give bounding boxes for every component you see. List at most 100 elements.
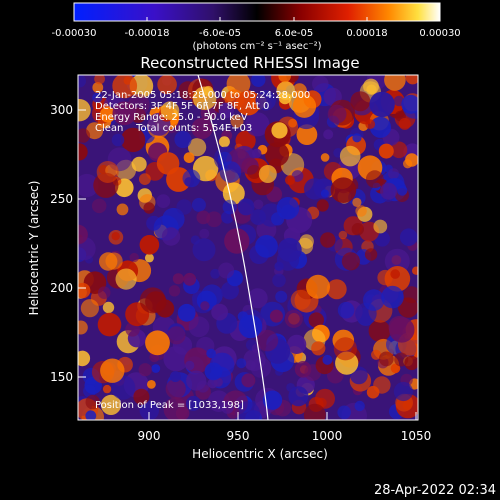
image-texture-blob	[278, 75, 291, 83]
image-texture-blob	[365, 170, 384, 189]
image-texture-blob	[80, 299, 99, 318]
x-tick-label: 950	[227, 429, 250, 443]
image-texture-blob	[393, 381, 413, 402]
image-texture-blob	[366, 385, 380, 399]
image-texture-blob	[341, 252, 360, 271]
image-texture-blob	[403, 286, 418, 304]
image-texture-blob	[327, 104, 347, 124]
image-texture-blob	[368, 320, 391, 342]
y-axis-ticks	[78, 109, 86, 378]
image-texture-blob	[99, 106, 116, 123]
image-texture-blob	[337, 301, 355, 319]
image-texture-blob	[184, 177, 194, 187]
image-texture-blob	[183, 152, 195, 164]
image-texture-blob	[97, 286, 111, 300]
image-texture-blob	[165, 378, 186, 399]
image-texture-blob	[365, 119, 376, 129]
image-texture-blob	[251, 148, 262, 159]
image-texture-blob	[160, 101, 180, 120]
image-texture-blob	[210, 268, 221, 279]
x-axis-ticks	[148, 412, 417, 420]
image-texture-blob	[129, 252, 139, 263]
image-texture-blob	[405, 75, 418, 85]
image-texture-blob	[201, 284, 223, 307]
image-texture-blob	[264, 142, 290, 167]
image-texture-blob	[287, 334, 307, 354]
image-texture-blob	[292, 83, 307, 98]
image-texture-blob	[235, 90, 261, 116]
image-texture-blob	[303, 403, 326, 420]
image-texture-blob	[192, 238, 216, 262]
image-texture-blob	[245, 112, 270, 137]
image-texture-blob	[183, 272, 197, 286]
image-texture-blob	[311, 341, 326, 356]
image-texture-blob	[138, 363, 152, 377]
solar-limb-line	[197, 75, 269, 420]
image-texture-blob	[167, 326, 186, 345]
image-texture-blob	[86, 122, 104, 140]
image-texture-blob	[96, 161, 119, 183]
image-texture-blob	[221, 401, 234, 414]
image-texture-blob	[143, 202, 155, 214]
image-texture-blob	[206, 348, 216, 359]
y-tick-label: 250	[50, 192, 73, 206]
image-texture-blob	[116, 203, 129, 216]
image-texture-blob	[381, 285, 404, 309]
image-texture-blob	[163, 346, 189, 372]
image-texture-blob	[308, 312, 324, 328]
image-texture-blob	[241, 373, 256, 388]
image-texture-blob	[247, 288, 268, 309]
image-texture-blob	[156, 194, 171, 209]
image-texture-blob	[401, 94, 418, 114]
x-tick-label: 1000	[312, 429, 343, 443]
image-texture-blob	[102, 301, 115, 314]
image-texture-blob	[115, 268, 137, 290]
colorbar-tick-label: -6.0e-05	[199, 28, 241, 39]
image-texture-blob	[92, 92, 103, 103]
image-texture-blob	[304, 178, 326, 200]
image-texture-blob	[243, 348, 266, 371]
x-tick-label: 1050	[401, 429, 432, 443]
colorbar-ticks	[73, 17, 441, 21]
image-texture-blob	[218, 102, 234, 119]
image-texture-blob	[247, 165, 262, 179]
image-texture-blob	[218, 136, 230, 148]
image-texture-blob	[378, 351, 394, 367]
image-texture-blob	[120, 127, 146, 153]
rhessi-image	[78, 75, 418, 420]
colorbar-tick-label: 0.00018	[346, 28, 387, 39]
annotation-energy: Energy Range: 25.0 - 50.0 keV	[95, 112, 248, 123]
image-texture-blob	[350, 91, 371, 112]
image-texture-blob	[91, 198, 107, 214]
image-texture-blob	[222, 199, 237, 215]
image-texture-blob	[384, 75, 406, 91]
image-texture-blob	[226, 75, 251, 96]
image-texture-blob	[168, 285, 181, 297]
image-texture-blob	[364, 248, 378, 261]
colorbar-tick-label: 6.0e-05	[275, 28, 313, 39]
image-texture-blob	[363, 289, 385, 311]
image-texture-blob	[78, 224, 88, 245]
annotation-time: 22-Jan-2005 05:18:28.000 to 05:24:28.000	[95, 90, 310, 101]
image-texture-blob	[378, 143, 394, 159]
image-texture-blob	[188, 316, 210, 338]
image-texture-blob	[320, 153, 330, 162]
image-texture-blob	[224, 228, 250, 254]
image-texture-blob	[326, 279, 347, 300]
image-texture-blob	[269, 309, 283, 323]
image-texture-blob	[185, 395, 201, 411]
image-texture-blob	[312, 75, 329, 93]
image-texture-blob	[94, 75, 105, 85]
colorbar-tick-label: 0.00030	[419, 28, 460, 39]
image-texture-blob	[139, 400, 159, 420]
image-texture-blob	[403, 159, 413, 169]
image-texture-blob	[351, 223, 364, 236]
image-texture-blob	[292, 94, 317, 118]
annotation-detectors: Detectors: 3F 4F 5F 6F 7F 8F, Att 0	[95, 101, 269, 112]
image-texture-blob	[354, 400, 365, 412]
image-texture-blob	[352, 197, 362, 207]
image-texture-blob	[373, 219, 388, 234]
y-axis-label: Heliocentric Y (arcsec)	[27, 181, 41, 316]
y-tick-label: 300	[50, 103, 73, 117]
